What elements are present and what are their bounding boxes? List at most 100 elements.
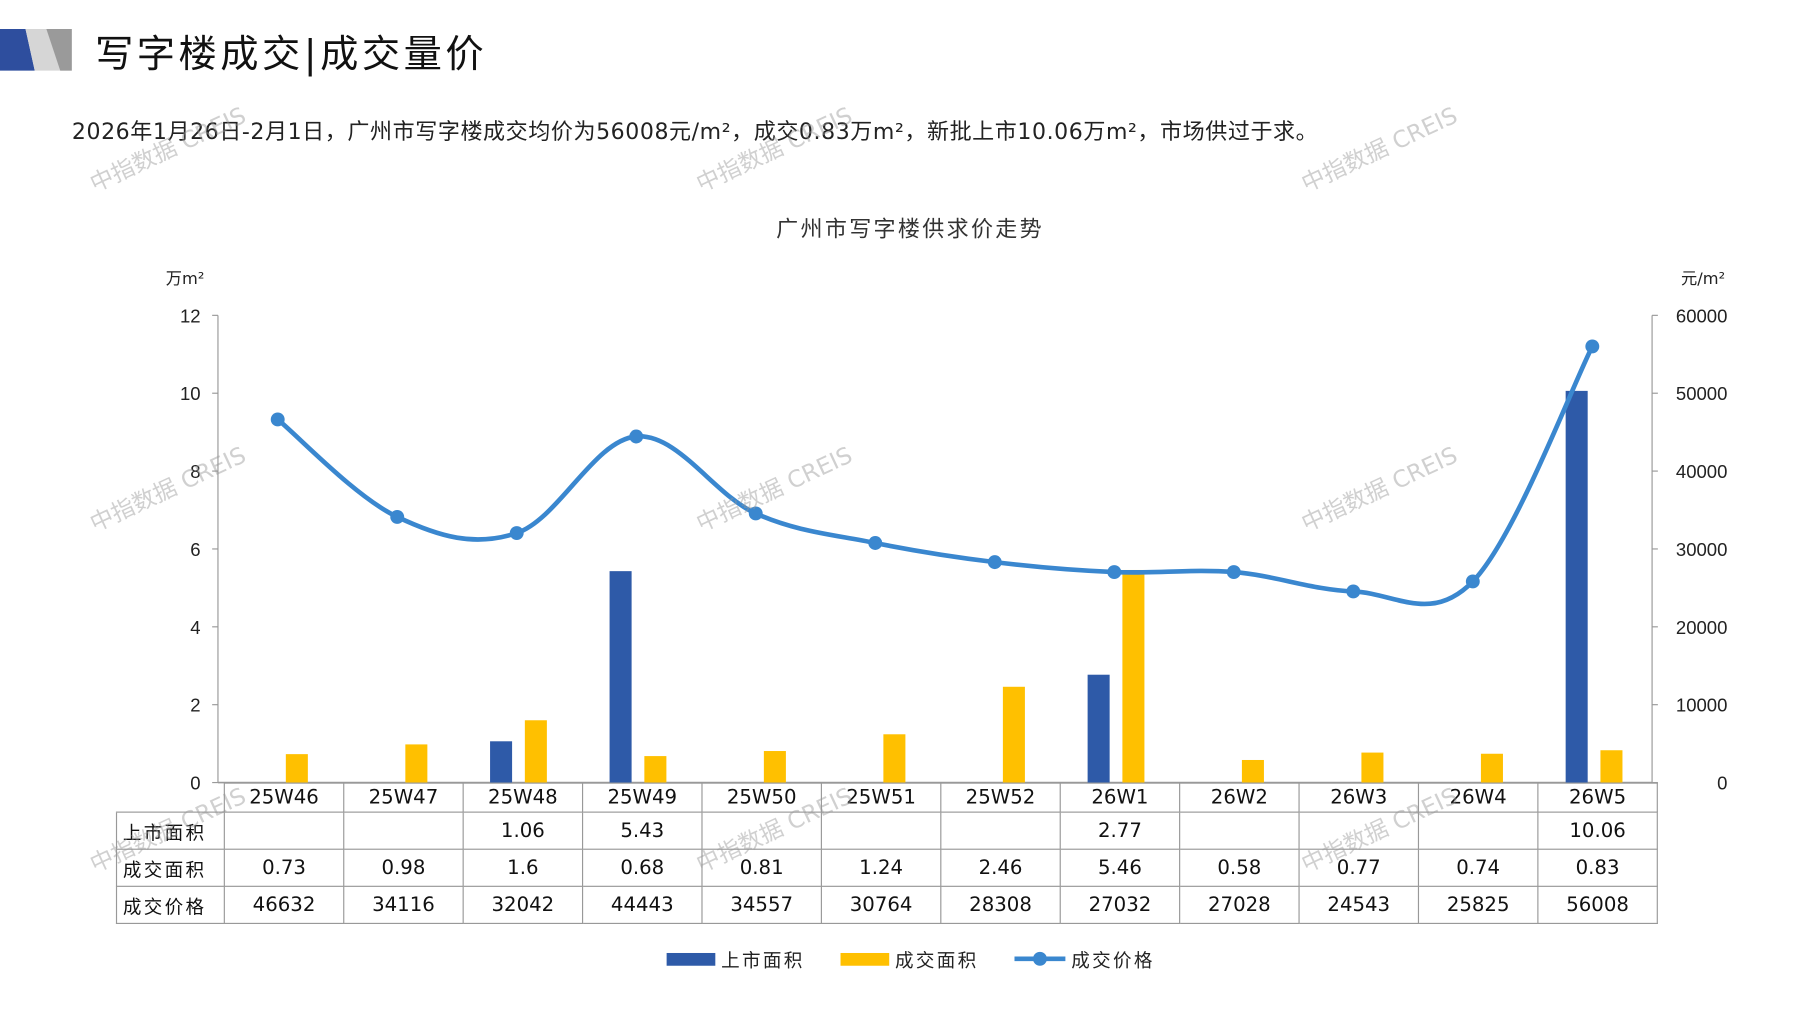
chart-title: 广州市写字楼供求价走势 — [776, 216, 1044, 243]
table-cell: 2.46 — [940, 848, 1061, 887]
bar-deal — [644, 756, 667, 783]
price-point — [1226, 565, 1241, 580]
bar-deal — [1241, 759, 1264, 783]
table-cell: 27032 — [1059, 885, 1181, 925]
table-cell — [1298, 811, 1420, 850]
table-cell: 25W47 — [343, 782, 464, 813]
price-point — [270, 412, 285, 427]
table-cell: 25W48 — [462, 782, 584, 813]
table-cell: 44443 — [581, 885, 703, 925]
table-cell: 25W46 — [223, 782, 345, 813]
price-point — [748, 506, 763, 521]
table-cell: 5.46 — [1059, 848, 1181, 887]
table-cell: 1.6 — [462, 848, 584, 887]
section-logo-icon — [0, 28, 72, 71]
price-point — [987, 555, 1002, 570]
table-cell: 24543 — [1298, 885, 1420, 925]
price-point — [390, 509, 405, 524]
table-cell — [701, 811, 822, 850]
table-cell: 1.24 — [820, 848, 942, 887]
bar-supply — [1565, 390, 1588, 783]
bar-deal — [763, 751, 786, 783]
bar-deal — [1600, 750, 1623, 783]
row-label — [116, 783, 225, 813]
left-tick-label: 0 — [190, 773, 200, 794]
right-tick-label: 40000 — [1676, 461, 1728, 482]
table-cell — [223, 811, 345, 850]
legend-supply[interactable]: 上市面积 — [666, 945, 805, 973]
table-cell: 0.73 — [223, 848, 345, 887]
table-cell: 26W3 — [1298, 782, 1420, 813]
legend-price[interactable]: 成交价格 — [1014, 945, 1154, 973]
table-cell: 30764 — [820, 885, 942, 925]
legend-label: 成交面积 — [895, 949, 979, 972]
right-tick-label: 0 — [1717, 773, 1727, 794]
table-cell — [1179, 811, 1300, 850]
summary-text: 2026年1月26日-2月1日，广州市写字楼成交均价为56008元/m²，成交0… — [71, 119, 1319, 145]
table-cell: 26W5 — [1537, 782, 1658, 813]
price-point — [1346, 584, 1361, 599]
table-cell: 0.74 — [1417, 848, 1539, 887]
bar-supply — [490, 741, 513, 783]
page-title: 写字楼成交|成交量价 — [95, 31, 488, 77]
bar-deal — [1122, 569, 1145, 783]
right-tick-label: 20000 — [1676, 617, 1728, 638]
bar-deal — [285, 754, 308, 783]
table-cell: 25825 — [1417, 885, 1539, 925]
table-cell: 0.98 — [343, 848, 464, 887]
row-label: 成交面积 — [115, 848, 225, 887]
left-tick-label: 2 — [190, 695, 200, 716]
table-cell — [820, 811, 942, 850]
bar-supply — [1087, 674, 1110, 783]
table-cell: 32042 — [462, 885, 584, 925]
price-point — [1585, 339, 1600, 354]
legend-deal[interactable]: 成交面积 — [840, 945, 979, 973]
legend-label: 成交价格 — [1071, 949, 1155, 972]
table-cell — [1417, 811, 1539, 850]
price-point — [1465, 574, 1480, 589]
price-line — [276, 345, 1595, 607]
table-cell: 0.81 — [701, 848, 822, 887]
table-header-row: 25W46 25W47 25W48 25W49 25W50 25W51 25W52 26W1 2… — [116, 782, 1658, 813]
table-cell: 56008 — [1537, 885, 1658, 925]
table-cell: 26W4 — [1417, 782, 1539, 813]
table-cell: 46632 — [223, 885, 345, 925]
bar-deal — [524, 720, 547, 783]
legend-line-marker-icon — [1014, 951, 1066, 966]
table-cell: 0.77 — [1298, 848, 1420, 887]
table-cell: 10.06 — [1537, 811, 1658, 850]
table-cell: 1.06 — [462, 811, 584, 850]
table-cell: 27028 — [1179, 885, 1300, 925]
right-tick-label: 10000 — [1676, 695, 1728, 716]
legend-swatch-deal — [840, 952, 890, 966]
left-tick-label: 10 — [180, 383, 201, 404]
bar-deal — [1361, 752, 1384, 783]
bar-deal — [1480, 753, 1503, 783]
left-tick-label: 6 — [190, 539, 200, 560]
table-cell: 28308 — [940, 885, 1061, 925]
table-cell: 26W1 — [1059, 782, 1181, 813]
table-cell: 25W52 — [940, 782, 1061, 813]
table-cell — [940, 811, 1061, 850]
legend-label: 上市面积 — [721, 949, 805, 972]
left-axis-unit: 万m² — [165, 270, 205, 289]
table-cell: 0.83 — [1537, 848, 1658, 887]
table-cell: 0.58 — [1179, 848, 1300, 887]
bar-deal — [405, 744, 428, 783]
table-cell: 26W2 — [1179, 782, 1300, 813]
row-label: 成交价格 — [115, 885, 225, 925]
legend-swatch-supply — [666, 952, 716, 966]
table-cell — [343, 811, 464, 850]
table-row: 成交价格 46632 34116 32042 44443 34557 30764 28308 2… — [115, 885, 1658, 925]
right-axis-unit: 元/m² — [1681, 270, 1726, 289]
right-tick-label: 60000 — [1676, 305, 1728, 326]
right-tick-label: 50000 — [1676, 383, 1728, 404]
price-point — [868, 536, 883, 550]
table-cell: 25W50 — [701, 782, 822, 813]
table-row: 上市面积 1.06 5.43 2.77 10.06 — [115, 811, 1658, 850]
table-cell: 34116 — [343, 885, 464, 925]
price-point — [509, 526, 524, 541]
left-tick-label: 12 — [180, 305, 201, 326]
